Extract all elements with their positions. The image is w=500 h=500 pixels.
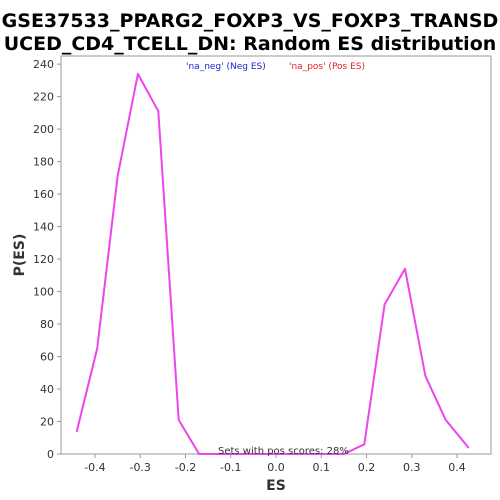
y-tick-label: 140	[33, 221, 54, 234]
x-axis: -0.4 -0.3 -0.2 -0.1 0.0 0.1 0.2 0.3 0.4	[84, 454, 466, 474]
data-point	[467, 446, 470, 449]
chart-title-line-2: UCED_CD4_TCELL_DN: Random ES distributio…	[4, 33, 497, 55]
legend: 'na_neg' (Neg ES) 'na_pos' (Pos ES)	[186, 62, 365, 72]
data-point	[320, 453, 323, 455]
x-tick-label: -0.4	[84, 461, 105, 474]
y-tick-label: 240	[33, 58, 54, 71]
y-tick-label: 40	[40, 383, 54, 396]
y-tick-label: 200	[33, 123, 54, 136]
data-point	[198, 453, 200, 455]
legend-entry-neg: 'na_neg' (Neg ES)	[186, 62, 266, 72]
y-axis: 0 20 40 60 80 100 120 140 160 180 200 220 240	[33, 58, 61, 461]
data-point	[383, 303, 386, 306]
x-tick-label: 0.3	[403, 461, 421, 474]
y-tick-label: 20	[40, 416, 54, 429]
data-point	[299, 453, 302, 455]
y-tick-label: 160	[33, 188, 54, 201]
pos-scores-annotation: Sets with pos scores: 28%	[218, 446, 349, 457]
series-layer	[75, 72, 470, 455]
x-tick-label: -0.2	[175, 461, 196, 474]
plot-area	[60, 55, 492, 455]
x-tick-label: 0.0	[267, 461, 285, 474]
data-point	[177, 418, 180, 421]
x-tick-label: -0.3	[129, 461, 150, 474]
data-point	[218, 453, 221, 455]
data-point	[238, 453, 241, 455]
data-point	[157, 110, 160, 113]
data-point	[342, 453, 345, 455]
x-tick-label: -0.1	[220, 461, 241, 474]
x-tick-label: 0.4	[448, 461, 466, 474]
data-point	[259, 453, 262, 455]
y-tick-label: 120	[33, 253, 54, 266]
y-tick-label: 100	[33, 286, 54, 299]
data-point	[75, 430, 78, 433]
y-axis-label: P(ES)	[12, 234, 28, 277]
y-tick-label: 60	[40, 351, 54, 364]
data-point	[363, 443, 366, 446]
y-tick-label: 0	[47, 448, 54, 461]
x-axis-label: ES	[266, 478, 286, 494]
x-tick-label: 0.2	[358, 461, 376, 474]
data-point	[279, 453, 282, 455]
data-point	[137, 72, 139, 75]
data-point	[444, 418, 447, 421]
data-point	[424, 375, 427, 377]
x-tick-label: 0.1	[313, 461, 331, 474]
chart-title-line-1: GSE37533_PPARG2_FOXP3_VS_FOXP3_TRANSD	[2, 10, 499, 32]
y-tick-label: 220	[33, 91, 54, 104]
y-tick-label: 80	[40, 318, 54, 331]
legend-entry-pos: 'na_pos' (Pos ES)	[289, 62, 365, 72]
y-tick-label: 180	[33, 156, 54, 169]
data-point	[96, 347, 99, 350]
series-line-0	[75, 72, 470, 455]
data-point	[404, 267, 406, 270]
data-point	[116, 175, 119, 178]
